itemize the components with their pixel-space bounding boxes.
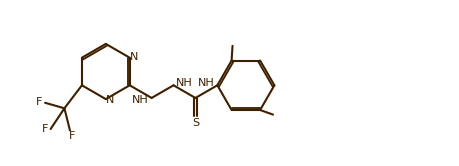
- Text: NH: NH: [176, 78, 192, 88]
- Text: S: S: [191, 118, 199, 128]
- Text: NH: NH: [132, 95, 149, 105]
- Text: NH: NH: [197, 78, 214, 88]
- Text: F: F: [69, 131, 75, 141]
- Text: N: N: [106, 95, 114, 105]
- Text: F: F: [41, 124, 48, 134]
- Text: F: F: [36, 97, 42, 107]
- Text: N: N: [129, 52, 138, 62]
